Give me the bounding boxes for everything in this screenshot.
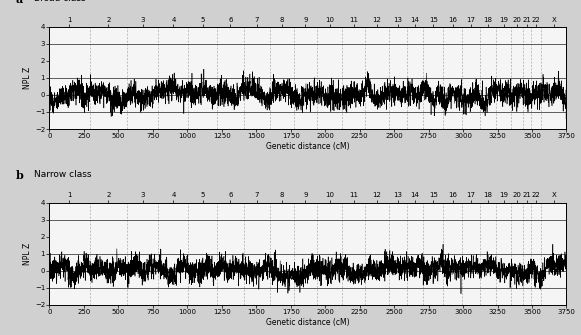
- Text: a: a: [16, 0, 23, 5]
- Y-axis label: NPL Z: NPL Z: [23, 67, 32, 89]
- Text: Broad class: Broad class: [34, 0, 85, 3]
- Text: Narrow class: Narrow class: [34, 170, 91, 179]
- Text: b: b: [16, 170, 24, 181]
- X-axis label: Genetic distance (cM): Genetic distance (cM): [266, 142, 350, 151]
- X-axis label: Genetic distance (cM): Genetic distance (cM): [266, 318, 350, 327]
- Y-axis label: NPL Z: NPL Z: [23, 243, 32, 265]
